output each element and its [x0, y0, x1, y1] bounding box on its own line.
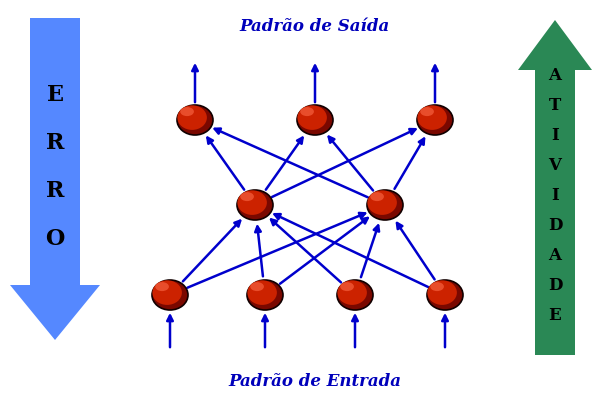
Ellipse shape: [427, 280, 463, 310]
Text: D: D: [548, 276, 563, 293]
Text: R: R: [46, 132, 64, 154]
Ellipse shape: [370, 192, 384, 201]
Ellipse shape: [337, 280, 367, 305]
Ellipse shape: [340, 282, 354, 291]
Text: E: E: [549, 307, 561, 323]
Text: I: I: [551, 126, 559, 143]
Text: A: A: [549, 246, 561, 264]
Text: R: R: [46, 180, 64, 202]
Ellipse shape: [367, 190, 403, 220]
Ellipse shape: [300, 107, 314, 116]
Text: T: T: [549, 96, 561, 113]
Ellipse shape: [237, 190, 273, 220]
Ellipse shape: [427, 280, 457, 305]
Text: I: I: [551, 187, 559, 204]
Ellipse shape: [297, 105, 327, 130]
Ellipse shape: [155, 282, 169, 291]
Text: V: V: [549, 157, 561, 173]
Text: Padrão de Entrada: Padrão de Entrada: [228, 373, 401, 390]
Ellipse shape: [152, 280, 188, 310]
Text: O: O: [45, 228, 65, 250]
FancyArrow shape: [10, 18, 100, 340]
Ellipse shape: [417, 105, 453, 135]
Ellipse shape: [177, 105, 207, 130]
Ellipse shape: [417, 105, 447, 130]
Ellipse shape: [430, 282, 444, 291]
Text: Padrão de Saída: Padrão de Saída: [240, 18, 390, 35]
FancyArrow shape: [518, 20, 592, 355]
Ellipse shape: [248, 280, 277, 305]
Ellipse shape: [337, 280, 373, 310]
Text: A: A: [549, 66, 561, 84]
Text: D: D: [548, 216, 563, 234]
Ellipse shape: [297, 105, 333, 135]
Ellipse shape: [247, 280, 283, 310]
Ellipse shape: [420, 107, 434, 116]
Ellipse shape: [237, 190, 267, 215]
Ellipse shape: [153, 280, 182, 305]
Ellipse shape: [177, 105, 213, 135]
Ellipse shape: [367, 190, 397, 215]
Ellipse shape: [250, 282, 264, 291]
Text: E: E: [46, 84, 64, 106]
Ellipse shape: [180, 107, 194, 116]
Ellipse shape: [240, 192, 254, 201]
